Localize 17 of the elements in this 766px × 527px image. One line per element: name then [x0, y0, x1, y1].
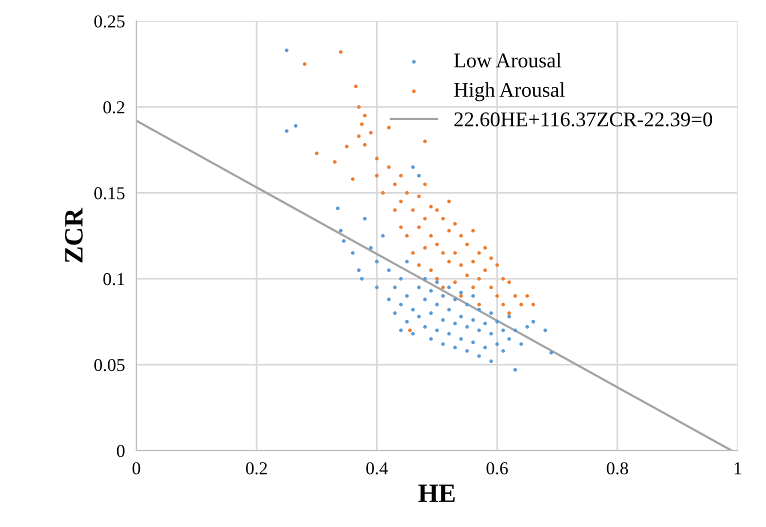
y-tick-label: 0.2: [103, 101, 124, 114]
x-tick-label: 0.4: [366, 462, 388, 474]
y-tick-label: 0.05: [94, 358, 125, 372]
y-tick-label: 0.25: [94, 15, 125, 28]
x-axis-title: HE: [418, 484, 455, 502]
x-tick-label: 0: [132, 462, 140, 474]
y-tick-label: 0.15: [94, 187, 125, 200]
legend-label: 22.60HE+116.37ZCR-22.39=0: [454, 112, 712, 127]
x-tick-label: 0.2: [246, 462, 267, 474]
x-tick-label: 0.6: [486, 462, 508, 474]
x-tick-label: 0.8: [606, 462, 628, 474]
legend-label: Low Arousal: [454, 52, 562, 68]
y-axis-title: ZCR: [64, 208, 83, 262]
y-tick-label: 0: [116, 444, 125, 458]
x-tick-label: 1: [734, 462, 742, 474]
legend-label: High Arousal: [454, 82, 565, 102]
y-tick-label: 0.1: [103, 273, 124, 286]
